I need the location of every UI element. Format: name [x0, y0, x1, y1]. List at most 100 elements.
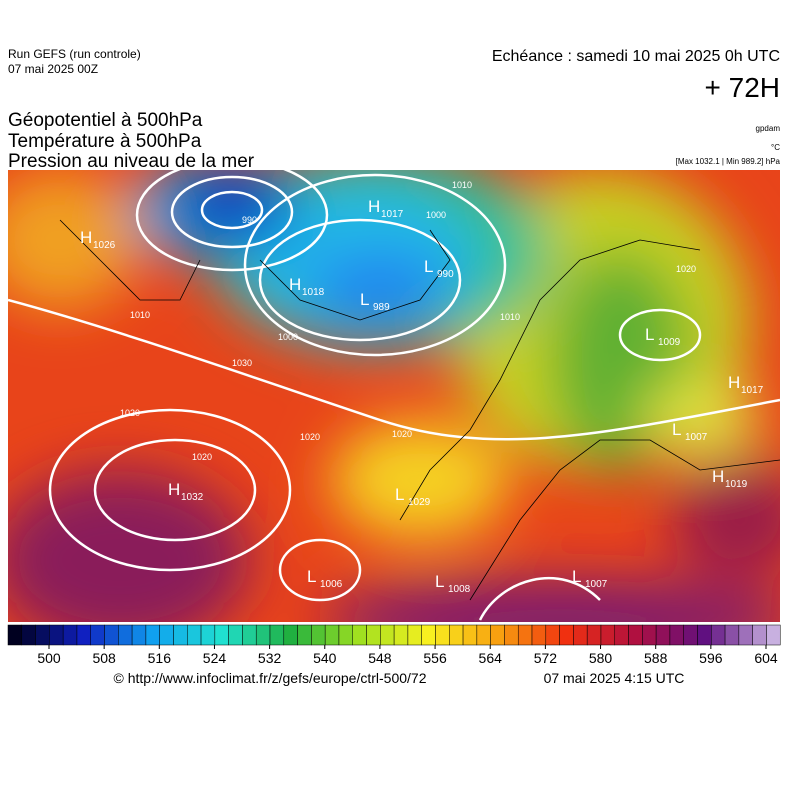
colorbar-swatch	[669, 624, 684, 646]
center-value: 1019	[725, 479, 748, 490]
colorbar-tick-label: 556	[423, 650, 447, 666]
colorbar-swatch	[173, 624, 188, 646]
colorbar-swatch	[62, 624, 78, 646]
footer-time: 07 mai 2025 4:15 UTC	[544, 670, 685, 686]
colorbar-swatch	[145, 624, 160, 646]
contour-label: 1020	[300, 432, 320, 442]
unit: gpdam	[756, 124, 781, 133]
colorbar-tick-label: 588	[644, 650, 668, 666]
contour-label: 1000	[278, 332, 298, 342]
colorbar-swatch	[559, 624, 574, 646]
colorbar-swatch	[421, 624, 436, 646]
colorbar-swatch	[435, 624, 450, 646]
colorbar-swatch	[573, 624, 588, 646]
contour-label: 1020	[192, 452, 212, 462]
colorbar-tick-label: 516	[148, 650, 172, 666]
echeance: Echéance : samedi 10 mai 2025 0h UTC	[492, 48, 780, 65]
colorbar-swatch	[338, 624, 353, 646]
contour-label: 1010	[500, 312, 520, 322]
colorbar-swatch	[159, 624, 174, 646]
center-value: 1029	[408, 497, 431, 508]
colorbar-swatch	[311, 624, 326, 646]
colorbar-tick-label: 524	[203, 650, 227, 666]
colorbar-tick-label: 596	[699, 650, 723, 666]
colorbar-tick-label: 500	[37, 650, 61, 666]
colorbar-swatch	[683, 624, 698, 646]
colorbar-swatch	[407, 624, 422, 646]
colorbar-swatch	[655, 624, 671, 646]
center-value: 1007	[685, 432, 708, 443]
colorbar-swatch	[586, 624, 602, 646]
contour-label: 1000	[426, 210, 446, 220]
center-letter: H	[289, 275, 301, 294]
center-letter: L	[307, 567, 316, 586]
colorbar-tick-label: 564	[479, 650, 503, 666]
contour-label: 990	[242, 215, 257, 225]
colorbar-swatch	[462, 624, 478, 646]
center-value: 1007	[585, 579, 608, 590]
colorbar-swatch	[380, 624, 395, 646]
colorbar-swatch	[490, 624, 505, 646]
colorbar-tick-label: 580	[589, 650, 613, 666]
contour-label: 1020	[392, 429, 412, 439]
colorbar-swatch	[393, 624, 409, 646]
colorbar-swatch	[242, 624, 257, 646]
colorbar-swatch	[283, 624, 298, 646]
colorbar-swatch	[711, 624, 726, 646]
center-letter: H	[80, 228, 92, 247]
colorbar-swatch	[131, 624, 147, 646]
colorbar-swatch	[76, 624, 91, 646]
center-value: 1018	[302, 287, 325, 298]
colorbar-swatch	[697, 624, 712, 646]
colorbar-swatch	[214, 624, 229, 646]
contour-label: 1020	[676, 264, 696, 274]
contour-label: 1010	[130, 310, 150, 320]
contour-label: 1010	[452, 180, 472, 190]
center-value: 1017	[381, 209, 404, 220]
colorbar-swatch	[104, 624, 119, 646]
colorbar-swatch	[187, 624, 202, 646]
center-letter: H	[728, 373, 740, 392]
colorbar-swatch	[628, 624, 643, 646]
center-value: 1006	[320, 579, 343, 590]
title: Géopotentiel à 500hPa	[8, 110, 203, 131]
colorbar-swatch	[297, 624, 312, 646]
contour-label: 1020	[120, 408, 140, 418]
colorbar-swatch	[366, 624, 381, 646]
center-letter: L	[395, 485, 404, 504]
colorbar-swatch	[724, 624, 740, 646]
colorbar-swatch	[531, 624, 547, 646]
unit: °C	[771, 143, 780, 152]
colorbar-swatch	[614, 624, 629, 646]
center-letter: H	[168, 480, 180, 499]
center-value: 1008	[448, 584, 471, 595]
colorbar: 500 508 516 524 532 540 548 556 564 572 580 588 596 6…	[7, 624, 781, 666]
colorbar-swatch	[228, 624, 243, 646]
colorbar-swatch	[449, 624, 464, 646]
colorbar-swatch	[35, 624, 50, 646]
colorbar-swatch	[476, 624, 491, 646]
run-date: 07 mai 2025 00Z	[8, 62, 98, 76]
colorbar-tick-label: 604	[754, 650, 778, 666]
colorbar-swatch	[200, 624, 216, 646]
colorbar-tick-label: 532	[258, 650, 282, 666]
colorbar-swatch	[269, 624, 285, 646]
colorbar-swatch	[7, 624, 23, 646]
colorbar-swatch	[517, 624, 533, 646]
center-value: 1009	[658, 337, 681, 348]
unit: [Max 1032.1 | Min 989.2] hPa	[676, 157, 781, 166]
center-value: 1032	[181, 492, 204, 503]
colorbar-swatch	[766, 624, 781, 646]
center-letter: L	[645, 325, 654, 344]
colorbar-swatch	[352, 624, 367, 646]
colorbar-swatch	[324, 624, 340, 646]
colorbar-swatch	[255, 624, 271, 646]
center-letter: L	[360, 290, 369, 309]
colorbar-swatch	[49, 624, 64, 646]
colorbar-swatch	[752, 624, 767, 646]
center-letter: L	[572, 567, 581, 586]
colorbar-swatch	[642, 624, 657, 646]
colorbar-tick-label: 508	[92, 650, 116, 666]
